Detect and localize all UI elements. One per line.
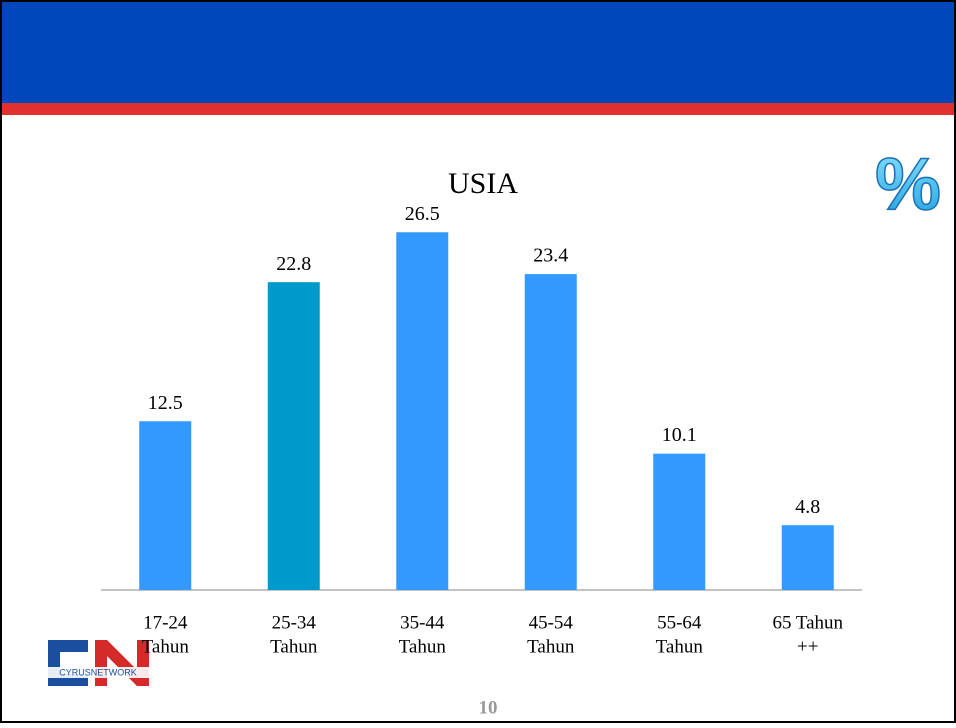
bar — [653, 453, 706, 590]
x-tick-label: Tahun — [399, 636, 447, 657]
x-tick-label: 45-54 — [529, 612, 574, 633]
value-label: 26.5 — [405, 203, 440, 225]
value-label: 4.8 — [795, 496, 820, 518]
header-stripe — [2, 103, 954, 115]
x-tick-label: 55-64 — [657, 612, 702, 633]
x-tick-label: Tahun — [656, 636, 704, 657]
x-tick-label: Tahun — [527, 636, 575, 657]
bar — [139, 421, 192, 590]
x-tick-label: 25-34 — [272, 612, 317, 633]
logo: CYRUSNETWORK — [45, 640, 151, 686]
value-label: 10.1 — [662, 424, 697, 446]
x-tick-label: Tahun — [142, 636, 190, 657]
percent-symbol: % — [875, 143, 941, 226]
x-tick-label: 17-24 — [143, 612, 188, 633]
x-tick-label: 65 Tahun — [772, 612, 843, 633]
bar — [524, 274, 577, 590]
value-label: 22.8 — [276, 253, 311, 275]
x-tick-label: 35-44 — [400, 612, 445, 633]
bar — [781, 525, 834, 590]
bar — [267, 282, 320, 590]
x-tick-label: Tahun — [270, 636, 318, 657]
logo-label-bg — [45, 667, 151, 678]
value-label: 23.4 — [533, 245, 568, 267]
chart-title: USIA — [448, 167, 518, 200]
page-number: 10 — [479, 697, 498, 718]
logo-text: CYRUSNETWORK — [59, 667, 137, 677]
value-label: 12.5 — [148, 392, 183, 414]
x-tick-label: ++ — [797, 636, 818, 657]
header-band — [2, 2, 954, 103]
bar — [396, 232, 449, 590]
